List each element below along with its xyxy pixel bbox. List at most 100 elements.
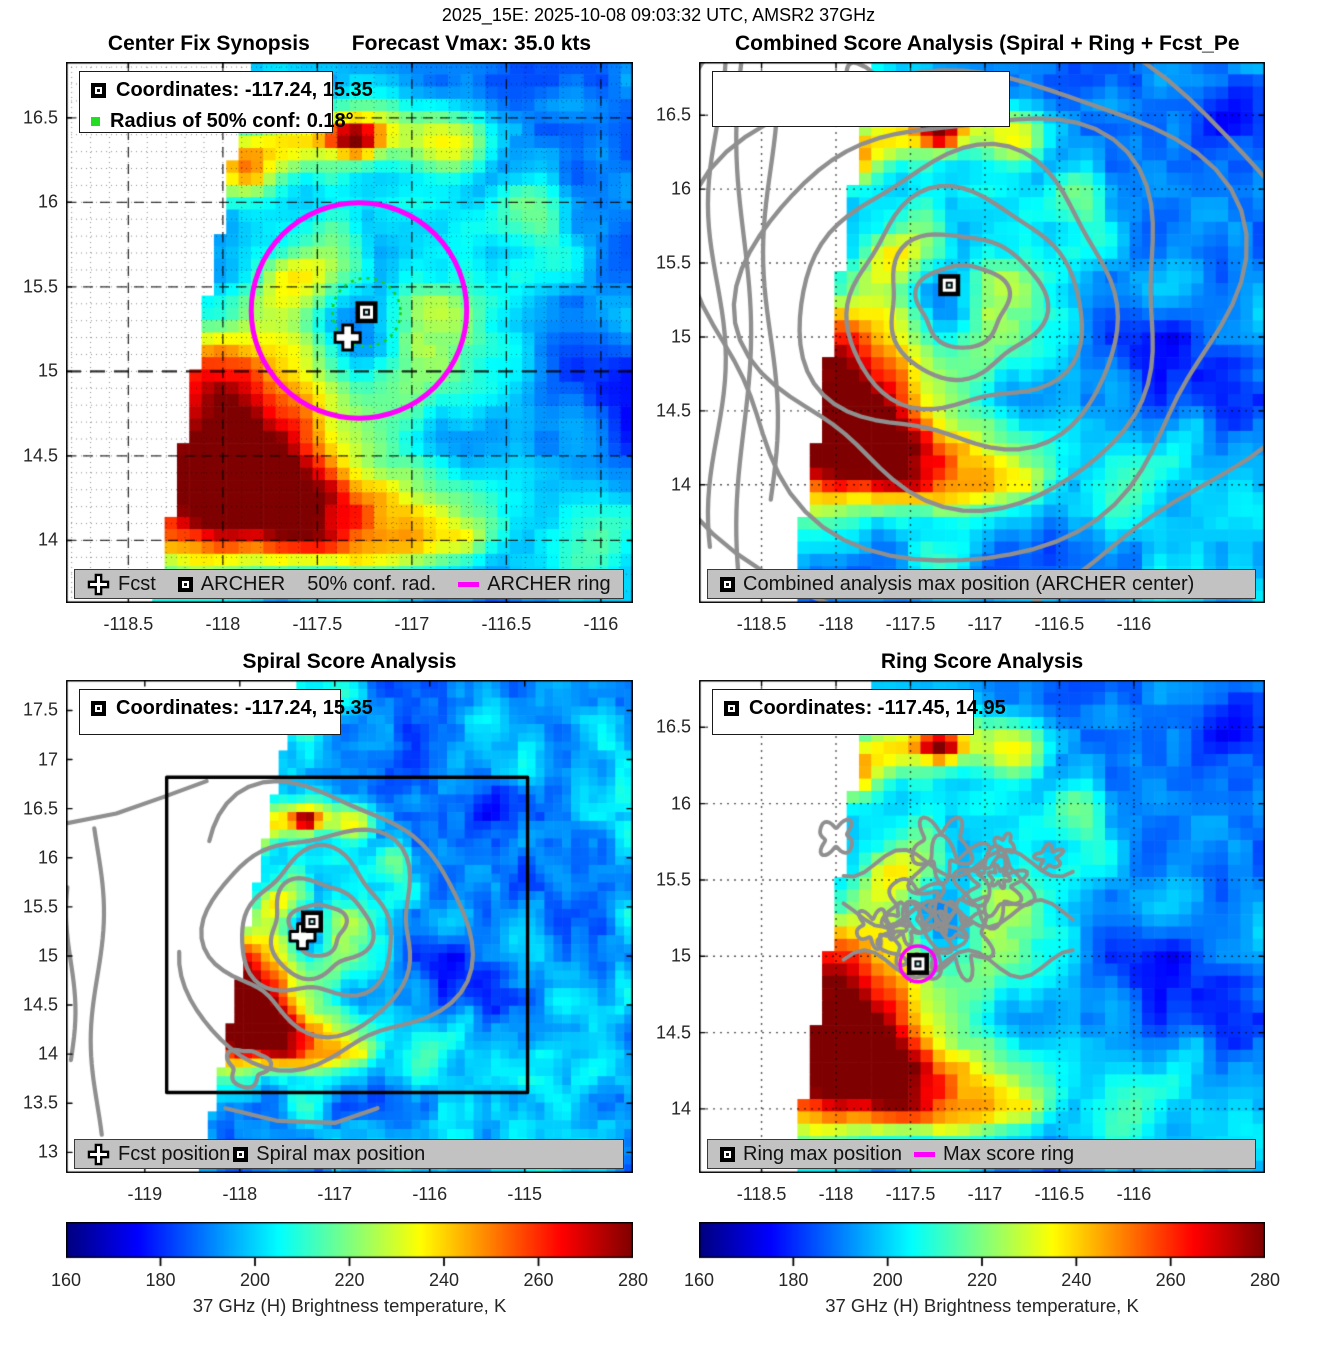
heatmap-canvas-center-fix: [66, 62, 633, 603]
legend-bar-entry: Fcst position: [87, 1143, 230, 1166]
x-tick-label: -117: [967, 614, 1003, 634]
heatmap-canvas-ring: [699, 680, 1265, 1173]
colorbar-left: 160 180 200 220 240 260 280 37 GHz (H) Brightn…: [51, 1222, 648, 1322]
legend-bar-center-fix: Fcst ARCHER 50% conf. rad. ARCHER ring: [74, 569, 624, 599]
y-tick-label: 14: [670, 1098, 691, 1119]
y-tick-label: 15.5: [655, 869, 691, 890]
x-tick-label: -116.5: [481, 614, 532, 634]
colorbar-tick-label: 160: [683, 1270, 715, 1290]
position-square-marker-icon: [177, 576, 193, 592]
legend-entry: Coordinates: -117.24, 15.35: [91, 78, 373, 102]
colorbar-label-left: 37 GHz (H) Brightness temperature, K: [192, 1295, 507, 1316]
position-square-marker-icon: [91, 82, 106, 98]
legend-bar-entry-label: Spiral max position: [256, 1142, 426, 1165]
x-tick-label: -117.5: [292, 614, 343, 634]
center-fix-title: Center Fix Synopsis: [107, 32, 310, 55]
fcst-cross-icon: [87, 573, 110, 596]
x-tick-label: -116: [583, 614, 619, 634]
x-tick-label: -116: [1116, 1184, 1152, 1204]
colorbar-ticks-left: 160 180 200 220 240 260 280: [51, 1270, 648, 1292]
colorbar-tick-label: 280: [1249, 1270, 1281, 1290]
position-square-marker-icon: [724, 700, 739, 716]
heatmap-canvas-spiral: [66, 680, 633, 1173]
legend-entry: Coordinates: -117.24, 15.35: [91, 696, 373, 720]
legend-bar-entry-label: Combined analysis max position (ARCHER c…: [743, 572, 1195, 595]
legend-bar-entry: ARCHER: [177, 572, 286, 596]
panel-title-center-fix: Center Fix Synopsis Forecast Vmax: 35.0 …: [66, 32, 633, 56]
legend-bar-entry: Max score ring: [913, 1142, 1075, 1166]
y-axis-ticks: 16.5 16 15.5 15 14.5 14: [0, 62, 58, 603]
legend-bar-entry-label: ARCHER ring: [487, 572, 611, 595]
forecast-vmax-label: Forecast Vmax: 35.0 kts: [351, 32, 592, 55]
colorbar-tick-label: 200: [872, 1270, 903, 1290]
y-tick-label: 15: [37, 945, 58, 966]
panel-title-combined: Combined Score Analysis (Spiral + Ring +…: [735, 32, 1240, 55]
y-tick-label: 13: [37, 1141, 58, 1162]
y-tick-label: 14: [37, 529, 58, 550]
x-axis-ticks: -119 -118 -117 -116 -115: [66, 1184, 633, 1208]
x-tick-label: -116.5: [1034, 614, 1085, 634]
colorbar-tick-label: 200: [239, 1270, 271, 1290]
y-tick-label: 13.5: [22, 1092, 58, 1113]
plot-panel-center-fix: Coordinates: -117.24, 15.35 Radius of 50%…: [23, 62, 633, 634]
colorbar-tick-label: 260: [523, 1270, 554, 1290]
x-tick-label: -118: [818, 614, 854, 634]
legend-bar-spiral: Fcst position Spiral max position: [74, 1139, 624, 1169]
legend-entry: Radius of 50% conf: 0.18°: [91, 109, 354, 133]
legend-bar-entry: Spiral max position: [233, 1143, 425, 1166]
colorbar-tick-label: 240: [1061, 1270, 1092, 1290]
colorbar-tick-label: 220: [966, 1270, 998, 1290]
x-tick-label: -116: [412, 1184, 448, 1204]
colorbar-right: 160 180 200 220 240 260 280 37 GHz (H) Brightn…: [684, 1222, 1280, 1322]
y-tick-label: 16: [37, 847, 58, 868]
colorbar-label-right: 37 GHz (H) Brightness temperature, K: [825, 1295, 1139, 1316]
position-square-marker-icon: [720, 1146, 735, 1162]
legend-bar-entry-label: 50% conf. rad.: [307, 572, 437, 595]
colorbar-tick-label: 280: [617, 1270, 649, 1290]
y-tick-label: 17: [37, 749, 58, 770]
legend-entry: Coordinates: -117.45, 14.95: [724, 696, 1006, 720]
legend-entry-label: Coordinates: -117.24, 15.35: [116, 697, 373, 719]
legend-bar-entry: Combined analysis max position (ARCHER c…: [720, 573, 1194, 596]
y-tick-label: 15.5: [22, 276, 58, 297]
x-axis-ticks: -118.5 -118 -117.5 -117 -116.5 -116: [699, 614, 1265, 638]
legend-entry-label: Radius of 50% conf: 0.18°: [110, 110, 354, 132]
x-tick-label: -116: [1116, 614, 1152, 634]
plot-panel-spiral: Coordinates: -117.24, 15.35 Fcst positio…: [23, 680, 633, 1204]
position-square-marker-icon: [233, 1146, 249, 1162]
x-tick-label: -117.5: [885, 1184, 936, 1204]
legend-bar-entry: 50% conf. rad.: [307, 573, 436, 596]
y-tick-label: 14.5: [655, 1022, 691, 1043]
x-tick-label: -117: [967, 1184, 1003, 1204]
y-tick-label: 15.5: [655, 252, 691, 273]
x-axis-ticks: -118.5 -118 -117.5 -117 -116.5 -116: [699, 1184, 1265, 1208]
legend-bar-combined: Combined analysis max position (ARCHER c…: [707, 569, 1256, 599]
y-tick-label: 16: [670, 178, 691, 199]
legend-box-spiral: Coordinates: -117.24, 15.35: [79, 689, 373, 735]
x-tick-label: -118: [818, 1184, 854, 1204]
legend-bar-entry-label: ARCHER: [200, 572, 286, 595]
colorbar-tick-label: 180: [778, 1270, 809, 1290]
legend-bar-entry-label: Ring max position: [743, 1142, 902, 1165]
x-tick-label: -117: [394, 614, 430, 634]
y-tick-label: 15: [37, 360, 58, 381]
fcst-cross-icon: [87, 1143, 110, 1166]
legend-bar-entry-label: Max score ring: [942, 1142, 1075, 1165]
y-tick-label: 16.5: [22, 798, 58, 819]
legend-bar-ring: Ring max position Max score ring: [707, 1139, 1256, 1169]
colorbar-tick-label: 160: [50, 1270, 82, 1290]
y-tick-label: 16: [670, 793, 691, 814]
y-tick-label: 16: [37, 191, 58, 212]
legend-box-combined: [712, 71, 1010, 127]
legend-bar-entry: ARCHER ring: [458, 572, 611, 596]
legend-bar-entry: Fcst: [87, 573, 156, 596]
position-square-marker-icon: [720, 576, 735, 592]
y-tick-label: 15.5: [22, 896, 58, 917]
colorbar-canvas-right: [699, 1222, 1265, 1268]
magenta-ring-line-icon: [913, 1151, 935, 1157]
heatmap-canvas-combined: [699, 62, 1265, 603]
legend-bar-entry-label: Fcst: [118, 572, 156, 595]
y-tick-label: 16.5: [22, 107, 58, 128]
colorbar-tick-label: 240: [428, 1270, 460, 1290]
plot-panel-combined: Combined analysis max position (ARCHER c…: [656, 62, 1265, 634]
